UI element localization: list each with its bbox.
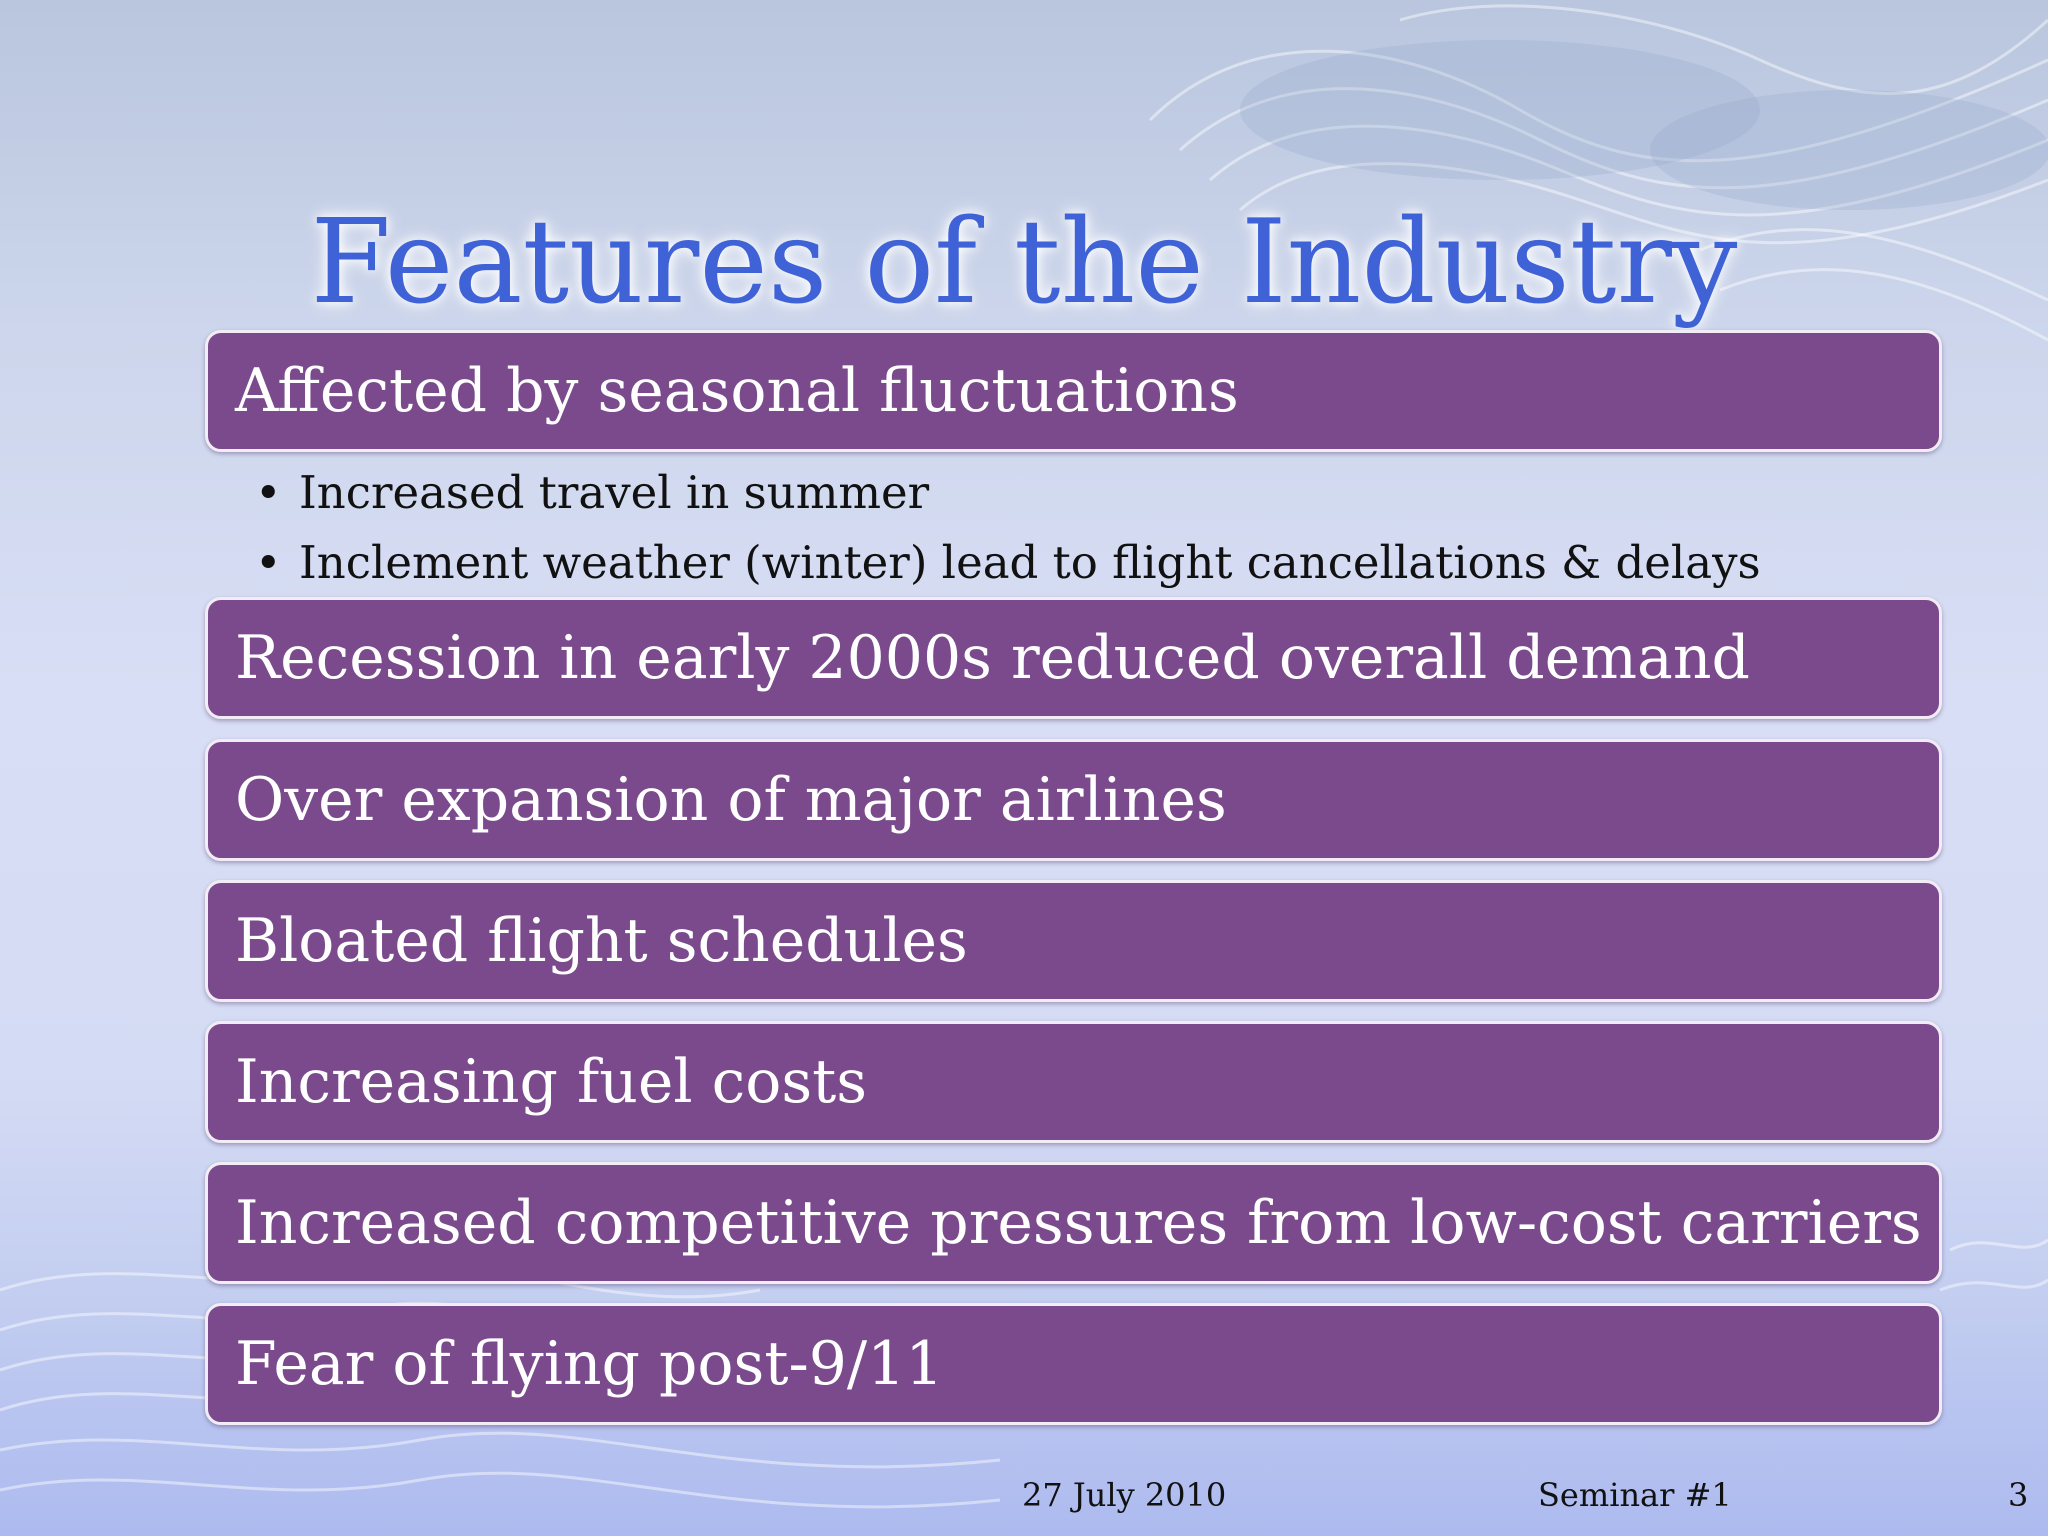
bullet-item: • Increased travel in summer: [255, 458, 1761, 528]
bullet-glyph: •: [255, 536, 282, 589]
page-number: 3: [2008, 1476, 2029, 1514]
section-heading: Over expansion of major airlines: [235, 765, 1227, 835]
footer-label: Seminar #1: [1538, 1476, 1732, 1514]
section-heading: Fear of flying post-9/11: [235, 1329, 944, 1399]
section-heading: Bloated flight schedules: [235, 906, 968, 976]
section-bloated-schedules: Bloated flight schedules: [205, 880, 1942, 1002]
section-competitive-pressures: Increased competitive pressures from low…: [205, 1162, 1942, 1284]
section-recession: Recession in early 2000s reduced overall…: [205, 597, 1942, 719]
section-heading: Affected by seasonal fluctuations: [235, 356, 1239, 426]
section-fear-of-flying: Fear of flying post-9/11: [205, 1303, 1942, 1425]
section-seasonal-fluctuations: Affected by seasonal fluctuations: [205, 330, 1942, 452]
section-fuel-costs: Increasing fuel costs: [205, 1021, 1942, 1143]
section-over-expansion: Over expansion of major airlines: [205, 739, 1942, 861]
bullet-glyph: •: [255, 466, 282, 519]
bullet-list: • Increased travel in summer • Inclement w…: [255, 458, 1761, 598]
section-heading: Increasing fuel costs: [235, 1047, 868, 1117]
bullet-text: Inclement weather (winter) lead to fligh…: [299, 536, 1761, 589]
slide-title: Features of the Industry: [310, 195, 1738, 330]
bullet-item: • Inclement weather (winter) lead to flig…: [255, 528, 1761, 598]
bullet-text: Increased travel in summer: [299, 466, 930, 519]
footer-date: 27 July 2010: [1022, 1476, 1227, 1514]
section-heading: Recession in early 2000s reduced overall…: [235, 623, 1750, 693]
section-heading: Increased competitive pressures from low…: [235, 1188, 1922, 1258]
